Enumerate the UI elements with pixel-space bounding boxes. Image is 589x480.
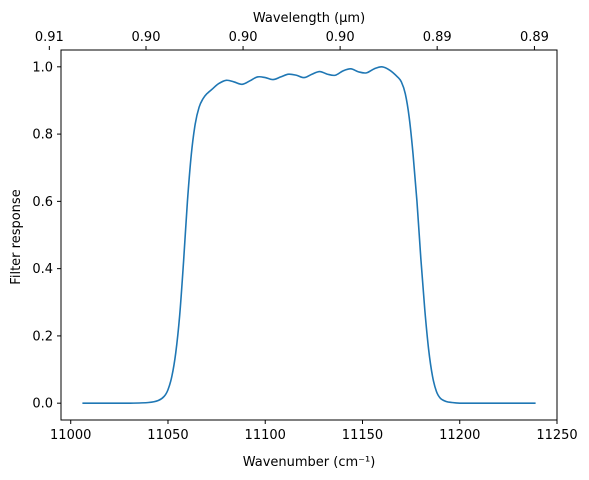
plot-frame: [60, 49, 558, 421]
top-tick-label: 0.90: [132, 30, 161, 45]
y-axis-label: Filter response: [9, 189, 24, 284]
x-axis-label: Wavenumber (cm⁻¹): [243, 455, 376, 470]
x-axis-ticks: 11000 11050 11100 11150 11200 11250: [50, 420, 578, 443]
x-tick-label: 11200: [439, 428, 480, 443]
y-tick-label: 0.8: [32, 128, 53, 143]
top-tick-label: 0.90: [229, 30, 258, 45]
top-tick-label: 0.91: [35, 30, 64, 45]
filter-response-line: [82, 65, 536, 405]
y-tick-label: 0.6: [32, 195, 53, 210]
y-tick-label: 0.0: [32, 397, 53, 412]
top-tick-label: 0.90: [326, 30, 355, 45]
top-axis-label: Wavelength (μm): [253, 11, 365, 26]
top-tick-label: 0.89: [520, 30, 549, 45]
x-tick-label: 11250: [536, 428, 577, 443]
x-tick-label: 11150: [342, 428, 383, 443]
y-tick-label: 1.0: [32, 60, 53, 75]
x-tick-label: 11000: [50, 428, 91, 443]
x-tick-label: 11050: [147, 428, 188, 443]
top-tick-label: 0.89: [423, 30, 452, 45]
top-axis-ticks: 0.91 0.90 0.90 0.90 0.89 0.89: [35, 30, 549, 50]
y-tick-label: 0.2: [32, 329, 53, 344]
x-tick-label: 11100: [245, 428, 286, 443]
y-tick-label: 0.4: [32, 262, 53, 277]
y-axis-ticks: 0.0 0.2 0.4 0.6 0.8 1.0: [32, 60, 61, 412]
